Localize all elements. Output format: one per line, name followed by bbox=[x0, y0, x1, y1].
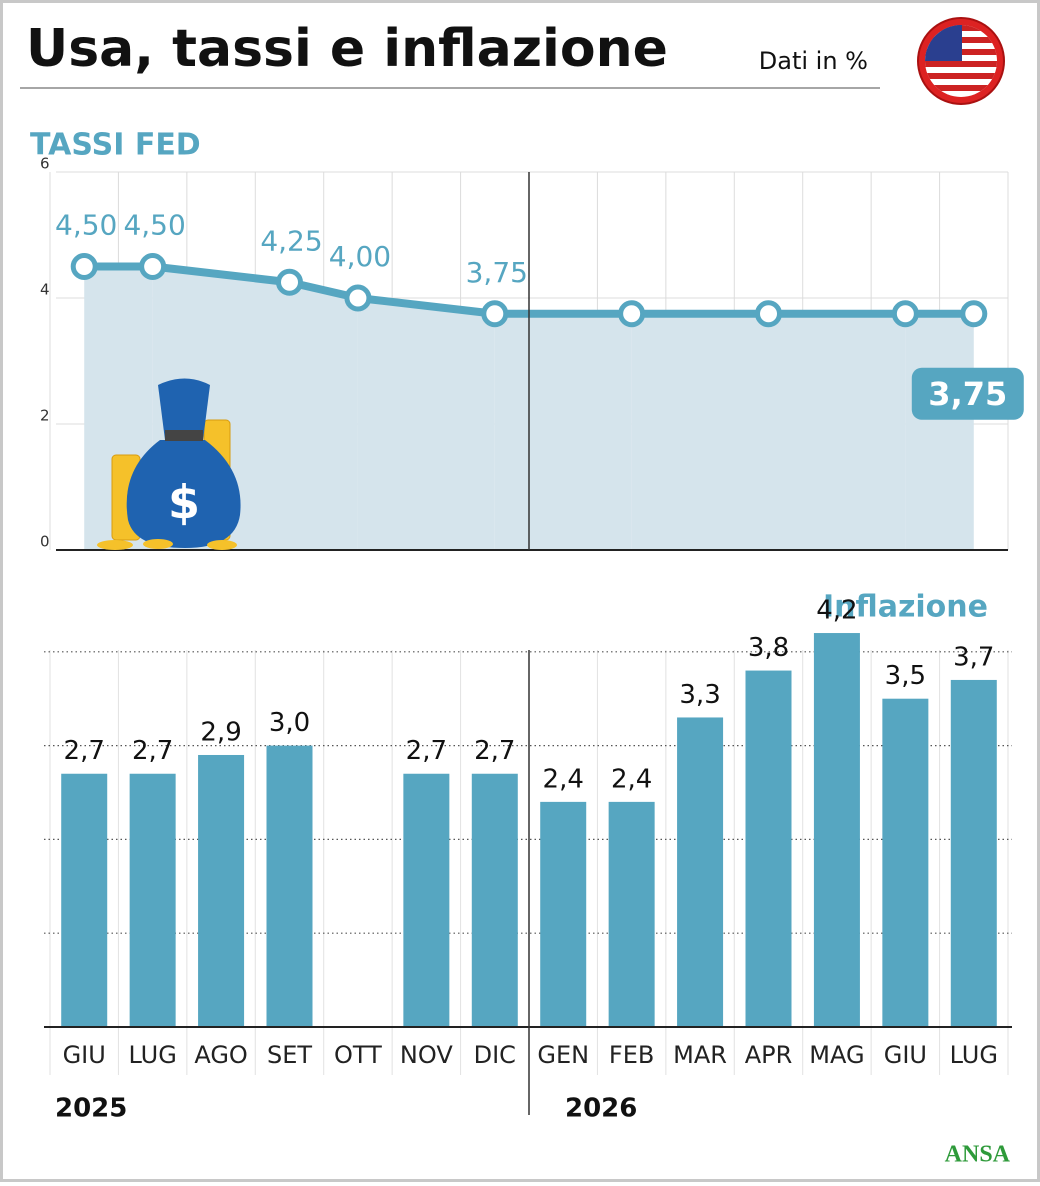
x-tick-label: LUG bbox=[128, 1041, 176, 1069]
svg-text:$: $ bbox=[168, 476, 200, 530]
value-label: 4,00 bbox=[329, 240, 391, 273]
area-segment bbox=[289, 282, 358, 550]
x-tick-label: APR bbox=[745, 1041, 793, 1069]
x-tick-label: OTT bbox=[334, 1041, 382, 1069]
area-segment bbox=[357, 298, 495, 550]
line-chart-title: TASSI FED bbox=[30, 128, 201, 163]
value-label: 3,3 bbox=[679, 680, 720, 710]
line-point bbox=[481, 300, 509, 328]
year-label: 2025 bbox=[55, 1094, 127, 1124]
value-label: 2,7 bbox=[132, 736, 173, 766]
value-label: 2,4 bbox=[611, 764, 652, 794]
bar bbox=[882, 698, 929, 1027]
x-tick-label: GIU bbox=[884, 1041, 927, 1069]
plots: 0 2 4 6 4,50 4,50 4,25 4,00 3,75 3,75 GIU 2,7 LUG 2,7… bbox=[40, 155, 1024, 1115]
year-label: 2026 bbox=[565, 1094, 637, 1124]
value-label: 3,75 bbox=[466, 256, 528, 289]
bar bbox=[471, 773, 518, 1027]
source: ANSA bbox=[945, 1142, 1011, 1168]
bar bbox=[745, 670, 792, 1027]
value-label: 3,5 bbox=[885, 661, 926, 691]
line-point bbox=[344, 284, 372, 312]
bar bbox=[608, 801, 655, 1027]
value-label: 4,2 bbox=[816, 596, 857, 626]
bar bbox=[540, 801, 587, 1027]
bar bbox=[677, 717, 724, 1027]
x-tick-label: GEN bbox=[537, 1041, 589, 1069]
y-tick-label: 6 bbox=[40, 155, 50, 173]
subtitle: Dati in % bbox=[759, 47, 868, 75]
area-segment bbox=[768, 313, 906, 550]
area-segment bbox=[905, 313, 974, 550]
bar bbox=[813, 633, 860, 1027]
value-label: 4,50 bbox=[55, 209, 117, 242]
value-label: 3,8 bbox=[748, 633, 789, 663]
bar-chart-title: Inflazione bbox=[823, 590, 988, 625]
y-tick-label: 0 bbox=[40, 533, 50, 551]
x-tick-label: AGO bbox=[194, 1041, 247, 1069]
money-bag: $ bbox=[97, 378, 241, 550]
value-label: 2,9 bbox=[200, 717, 241, 747]
y-tick-label: 2 bbox=[40, 407, 50, 425]
line-point bbox=[139, 253, 167, 280]
x-tick-label: SET bbox=[267, 1041, 312, 1069]
line-point bbox=[276, 268, 303, 296]
x-tick-label: NOV bbox=[400, 1041, 453, 1069]
value-label: 2,7 bbox=[406, 736, 447, 766]
line-point bbox=[618, 300, 646, 328]
line-segment bbox=[353, 294, 499, 318]
value-box bbox=[911, 367, 1024, 420]
value-label: 2,4 bbox=[543, 764, 584, 794]
x-tick-label: FEB bbox=[609, 1041, 654, 1069]
x-tick-label: MAR bbox=[673, 1041, 727, 1069]
bar bbox=[61, 773, 108, 1027]
value-label: 2,7 bbox=[474, 736, 515, 766]
x-tick-label: DIC bbox=[474, 1041, 516, 1069]
line-segment bbox=[148, 262, 294, 287]
bar bbox=[950, 679, 997, 1027]
line-point bbox=[755, 300, 782, 328]
x-tick-label: GIU bbox=[63, 1041, 106, 1069]
line-point bbox=[70, 253, 98, 280]
value-label: 3,7 bbox=[953, 642, 994, 672]
title: Usa, tassi e inflazione bbox=[26, 19, 668, 79]
value-label: 3,0 bbox=[269, 708, 310, 738]
value-label: 4,50 bbox=[123, 209, 185, 242]
area-segment bbox=[494, 313, 632, 550]
area-segment bbox=[631, 313, 769, 550]
value-label: 3,75 bbox=[928, 375, 1007, 413]
bar bbox=[403, 773, 450, 1027]
line-point bbox=[960, 300, 988, 328]
x-tick-label: MAG bbox=[809, 1041, 864, 1069]
value-label: 2,7 bbox=[64, 736, 105, 766]
x-tick-label: LUG bbox=[950, 1041, 998, 1069]
y-tick-label: 4 bbox=[40, 281, 50, 299]
bar bbox=[129, 773, 176, 1027]
bar bbox=[266, 745, 313, 1027]
us-flag bbox=[917, 17, 1005, 105]
line-point bbox=[891, 300, 919, 328]
value-label: 4,25 bbox=[260, 224, 322, 257]
bar bbox=[198, 754, 245, 1027]
